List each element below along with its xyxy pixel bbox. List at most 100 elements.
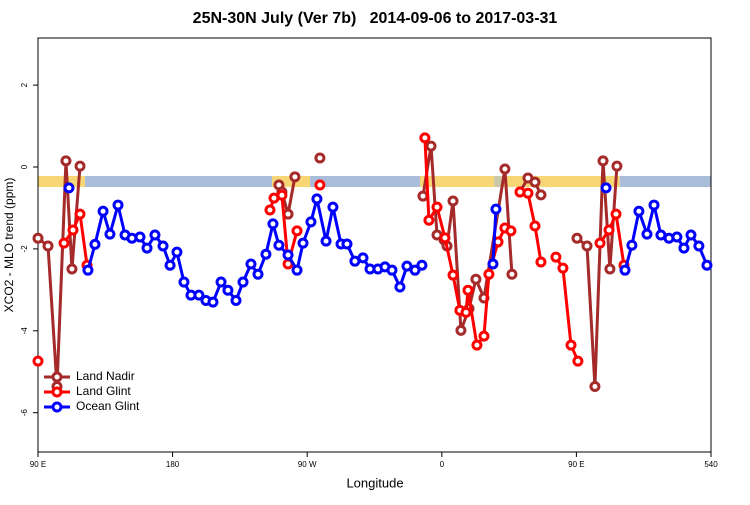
y-tick-label: -6 — [20, 409, 29, 417]
point — [164, 259, 176, 271]
point — [506, 268, 518, 280]
point — [648, 199, 660, 211]
point — [289, 171, 301, 183]
point — [291, 264, 303, 276]
x-tick-label: 90 W — [298, 460, 317, 469]
point — [42, 240, 54, 252]
point — [610, 208, 622, 220]
point — [693, 240, 705, 252]
point — [264, 204, 276, 216]
point — [60, 155, 72, 167]
point — [589, 380, 601, 392]
point — [550, 251, 562, 263]
x-tick-label: 90 E — [568, 460, 584, 469]
point — [581, 240, 593, 252]
point — [535, 189, 547, 201]
point — [522, 187, 534, 199]
point — [74, 160, 86, 172]
y-tick-label: -2 — [20, 245, 29, 253]
point — [685, 229, 697, 241]
point — [439, 232, 451, 244]
point — [157, 240, 169, 252]
point — [320, 235, 332, 247]
x-tick-label: 0 — [440, 460, 445, 469]
point — [252, 268, 264, 280]
point — [678, 242, 690, 254]
point — [134, 231, 146, 243]
point — [141, 242, 153, 254]
point — [671, 231, 683, 243]
point — [97, 205, 109, 217]
point — [462, 284, 474, 296]
point — [633, 205, 645, 217]
point — [535, 256, 547, 268]
point — [32, 232, 44, 244]
point — [487, 258, 499, 270]
point — [394, 281, 406, 293]
legend-marker — [51, 371, 63, 383]
point — [282, 249, 294, 261]
point — [305, 216, 317, 228]
point — [460, 306, 472, 318]
point — [505, 225, 517, 237]
y-tick-label: 0 — [20, 164, 29, 169]
point — [171, 246, 183, 258]
point — [267, 218, 279, 230]
point — [572, 355, 584, 367]
x-tick-label: 90 E — [30, 460, 46, 469]
band-segment — [84, 176, 273, 188]
point — [490, 203, 502, 215]
point — [701, 259, 713, 271]
point — [597, 155, 609, 167]
point — [276, 189, 288, 201]
point — [603, 224, 615, 236]
point — [63, 182, 75, 194]
point — [425, 140, 437, 152]
point — [409, 264, 421, 276]
point — [58, 237, 70, 249]
point — [245, 258, 257, 270]
point — [273, 239, 285, 251]
band-segment — [419, 176, 495, 188]
legend-label: Ocean Glint — [76, 399, 140, 413]
point — [565, 339, 577, 351]
point — [611, 160, 623, 172]
band-segment — [310, 176, 420, 188]
point — [529, 176, 541, 188]
point — [499, 163, 511, 175]
point — [291, 225, 303, 237]
point — [230, 294, 242, 306]
point — [417, 190, 429, 202]
chart-title: 25N-30N July (Ver 7b) 2014-09-06 to 2017… — [193, 10, 558, 27]
point — [401, 260, 413, 272]
point — [557, 262, 569, 274]
x-tick-label: 540 — [704, 460, 718, 469]
point — [297, 237, 309, 249]
point — [341, 238, 353, 250]
plot-frame — [37, 37, 712, 453]
point — [419, 132, 431, 144]
point — [626, 239, 638, 251]
point — [571, 232, 583, 244]
point — [260, 248, 272, 260]
point — [357, 252, 369, 264]
point — [314, 179, 326, 191]
point — [431, 201, 443, 213]
point — [215, 276, 227, 288]
point — [89, 238, 101, 250]
point — [74, 208, 86, 220]
point — [207, 296, 219, 308]
x-tick-label: 180 — [166, 460, 180, 469]
point — [327, 201, 339, 213]
point — [112, 199, 124, 211]
band-segment — [38, 176, 85, 188]
point — [32, 355, 44, 367]
point — [66, 263, 78, 275]
legend-label: Land Nadir — [76, 369, 135, 383]
point — [82, 264, 94, 276]
y-tick-label: 2 — [20, 82, 29, 87]
point — [149, 229, 161, 241]
point — [416, 259, 428, 271]
point — [641, 228, 653, 240]
